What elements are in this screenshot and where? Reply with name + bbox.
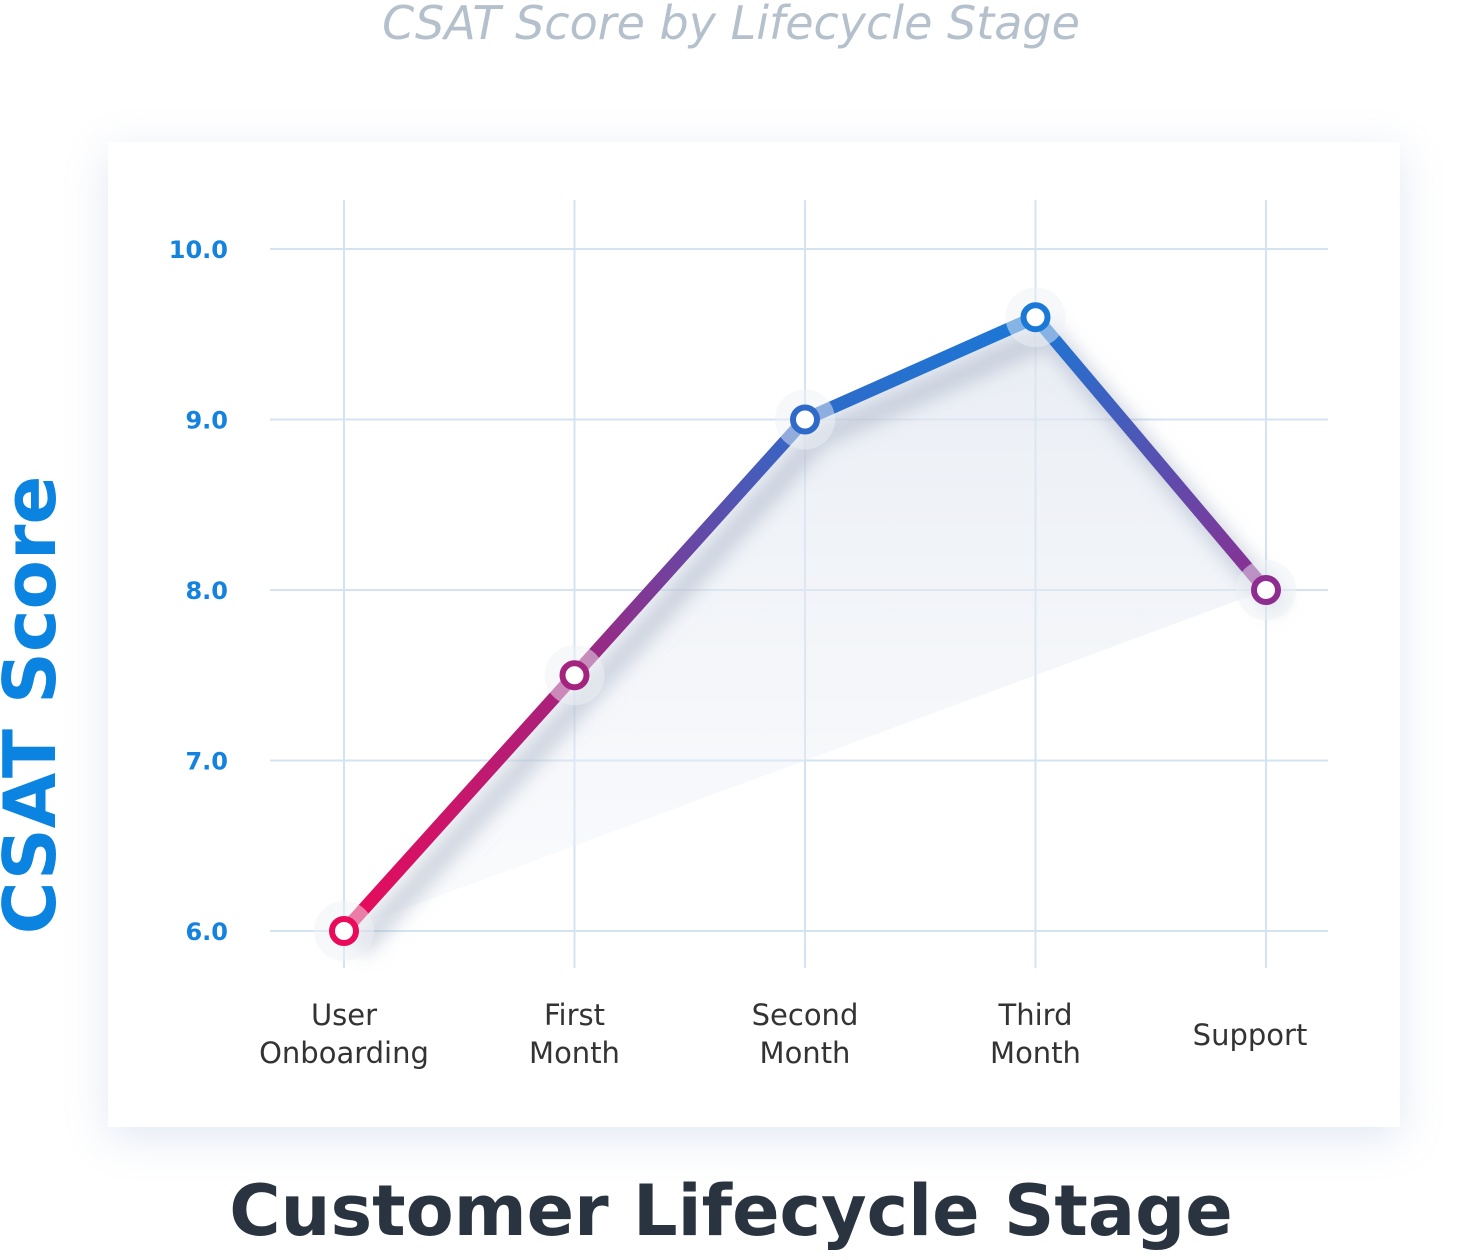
- data-point: [790, 404, 820, 435]
- data-point: [559, 660, 590, 691]
- line-segment: [568, 413, 812, 682]
- data-point: [1020, 302, 1051, 333]
- y-tick-label: 9.0: [185, 407, 228, 435]
- line-segment: [337, 668, 581, 938]
- x-tick-label: First Month: [529, 998, 620, 1070]
- x-tick-label: Support: [1193, 1018, 1308, 1052]
- y-tick-label: 8.0: [185, 577, 228, 605]
- x-tick-label: User Onboarding: [259, 998, 429, 1070]
- line-segment: [798, 310, 1042, 426]
- data-point: [329, 916, 359, 946]
- x-axis-label: Customer Lifecycle Stage: [229, 1170, 1233, 1252]
- data-point: [1251, 575, 1281, 605]
- area-shade: [344, 317, 1266, 931]
- y-tick-label: 7.0: [185, 748, 228, 776]
- chart-title: CSAT Score by Lifecycle Stage: [382, 0, 1080, 50]
- x-tick-label: Third Month: [990, 998, 1081, 1070]
- line-segment: [1029, 310, 1273, 597]
- y-tick-label: 10.0: [169, 236, 228, 264]
- y-tick-label: 6.0: [185, 918, 228, 946]
- y-axis-label: CSAT Score: [0, 475, 72, 935]
- x-tick-label: Second Month: [752, 998, 859, 1070]
